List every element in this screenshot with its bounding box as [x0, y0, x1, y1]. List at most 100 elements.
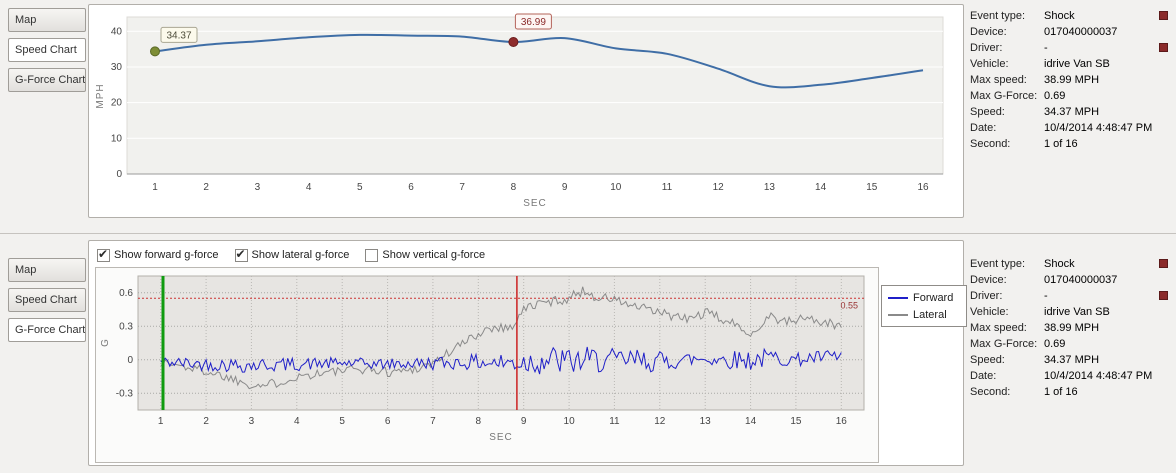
svg-text:30: 30 — [111, 62, 123, 73]
speed-plot-area — [126, 16, 944, 175]
speed-chart-box: 0 10 20 30 40 1 2 3 4 5 6 7 8 9 10 11 12 13 14 15 16 SEC MPH 34… — [88, 4, 964, 218]
checkbox-icon — [97, 247, 110, 262]
gforce-chart-box: Show forward g-force Show lateral g-forc… — [88, 240, 967, 466]
checkbox-label: Show vertical g-force — [382, 249, 486, 261]
event-info-panel: Event type: Shock Device: 017040000037 Drive… — [970, 256, 1170, 400]
speed-marker-start[interactable] — [150, 46, 160, 57]
info-label: Date: — [970, 370, 997, 382]
info-label: Vehicle: — [970, 58, 1009, 70]
info-value: 0.69 — [1044, 338, 1066, 350]
info-label: Event type: — [970, 258, 1026, 270]
info-row: Second: 1 of 16 — [970, 136, 1170, 152]
svg-text:1: 1 — [152, 182, 158, 193]
svg-text:11: 11 — [609, 416, 620, 427]
svg-text:10: 10 — [564, 416, 576, 427]
tab-map[interactable]: Map — [8, 258, 86, 282]
lateral-line-swatch — [888, 313, 908, 316]
svg-text:12: 12 — [713, 182, 725, 193]
gforce-series-lateral — [160, 286, 842, 390]
info-value: - — [1044, 290, 1048, 302]
info-value: - — [1044, 42, 1048, 54]
info-row: Second: 1 of 16 — [970, 384, 1170, 400]
svg-text:6: 6 — [408, 182, 414, 193]
tab-gforce-chart[interactable]: G-Force Chart — [8, 318, 86, 342]
svg-text:15: 15 — [790, 416, 802, 427]
checkbox-show-vertical-gforce[interactable]: Show vertical g-force — [365, 248, 486, 262]
chart-tabs: Map Speed Chart G-Force Chart — [8, 258, 86, 348]
info-row: Date: 10/4/2014 4:48:47 PM — [970, 120, 1170, 136]
info-label: Date: — [970, 122, 997, 134]
svg-text:5: 5 — [339, 416, 345, 427]
legend-item-forward: Forward — [888, 289, 960, 306]
info-label: Driver: — [970, 42, 1003, 54]
info-value: 017040000037 — [1044, 274, 1118, 286]
legend-label: Forward — [913, 291, 954, 304]
tab-map[interactable]: Map — [8, 8, 86, 32]
info-label: Max speed: — [970, 322, 1027, 334]
marker-tooltip — [514, 13, 552, 30]
gforce-series-forward — [160, 346, 842, 375]
svg-text:16: 16 — [836, 416, 848, 427]
svg-text:3: 3 — [249, 416, 255, 427]
svg-text:0.3: 0.3 — [119, 321, 133, 332]
info-label: Second: — [970, 386, 1011, 398]
info-value: idrive Van SB — [1044, 58, 1110, 70]
info-row: Event type: Shock — [970, 256, 1170, 272]
info-value: 38.99 MPH — [1044, 322, 1100, 334]
svg-text:12: 12 — [654, 416, 666, 427]
tab-speed-chart[interactable]: Speed Chart — [8, 288, 86, 312]
speed-marker-event[interactable] — [508, 37, 519, 47]
gforce-chart-svg[interactable]: -0.300.30.61 2 3 4 5 6 7 8 9 10 11 12 13 14 15 16SECG0.… — [96, 268, 876, 460]
info-row: Event type: Shock — [970, 8, 1170, 24]
info-value: Shock — [1044, 10, 1075, 22]
info-value: 017040000037 — [1044, 26, 1118, 38]
speed-series-line — [154, 33, 924, 89]
info-row: Max speed: 38.99 MPH — [970, 320, 1170, 336]
info-value: 0.69 — [1044, 90, 1066, 102]
forward-line-swatch — [888, 296, 908, 299]
gforce-options-row: Show forward g-force Show lateral g-forc… — [97, 246, 485, 264]
info-label: Driver: — [970, 290, 1003, 302]
svg-text:40: 40 — [111, 26, 123, 37]
svg-text:15: 15 — [866, 182, 878, 193]
speed-chart-section: Map Speed Chart G-Force Chart 0 10 20 30 40 1… — [0, 0, 1176, 234]
checkbox-show-lateral-gforce[interactable]: Show lateral g-force — [234, 247, 350, 262]
checkbox-show-forward-gforce[interactable]: Show forward g-force — [97, 247, 219, 262]
info-value: 1 of 16 — [1044, 138, 1078, 150]
info-label: Max G-Force: — [970, 338, 1038, 350]
svg-text:9: 9 — [562, 182, 568, 193]
svg-text:0.55: 0.55 — [840, 300, 858, 310]
svg-text:7: 7 — [459, 182, 465, 193]
svg-text:34.37: 34.37 — [166, 30, 191, 41]
svg-text:10: 10 — [111, 133, 123, 144]
info-value: 10/4/2014 4:48:47 PM — [1044, 370, 1153, 382]
svg-text:9: 9 — [521, 416, 527, 427]
svg-text:5: 5 — [357, 182, 363, 193]
svg-text:MPH: MPH — [95, 83, 106, 108]
svg-text:4: 4 — [306, 182, 312, 193]
info-label: Second: — [970, 138, 1011, 150]
svg-text:13: 13 — [700, 416, 712, 427]
marker-tooltip — [160, 26, 198, 43]
checkbox-label: Show lateral g-force — [251, 249, 350, 261]
svg-text:0.6: 0.6 — [119, 288, 133, 299]
svg-text:14: 14 — [745, 416, 757, 427]
svg-text:8: 8 — [511, 182, 517, 193]
svg-text:36.99: 36.99 — [521, 17, 546, 28]
info-value: Shock — [1044, 258, 1075, 270]
svg-text:11: 11 — [662, 182, 673, 193]
info-label: Speed: — [970, 354, 1005, 366]
tab-gforce-chart[interactable]: G-Force Chart — [8, 68, 86, 92]
gforce-chart-section: Map Speed Chart G-Force Chart Show forwa… — [0, 234, 1176, 473]
info-row: Max speed: 38.99 MPH — [970, 72, 1170, 88]
svg-text:1: 1 — [158, 416, 164, 427]
checkbox-label: Show forward g-force — [114, 249, 219, 261]
info-value: 34.37 MPH — [1044, 106, 1100, 118]
event-flag-icon — [1159, 11, 1168, 20]
event-info-panel: Event type: Shock Device: 017040000037 Drive… — [970, 8, 1170, 152]
info-label: Vehicle: — [970, 306, 1009, 318]
tab-speed-chart[interactable]: Speed Chart — [8, 38, 86, 62]
svg-text:0: 0 — [116, 169, 122, 180]
svg-text:-0.3: -0.3 — [116, 388, 134, 399]
